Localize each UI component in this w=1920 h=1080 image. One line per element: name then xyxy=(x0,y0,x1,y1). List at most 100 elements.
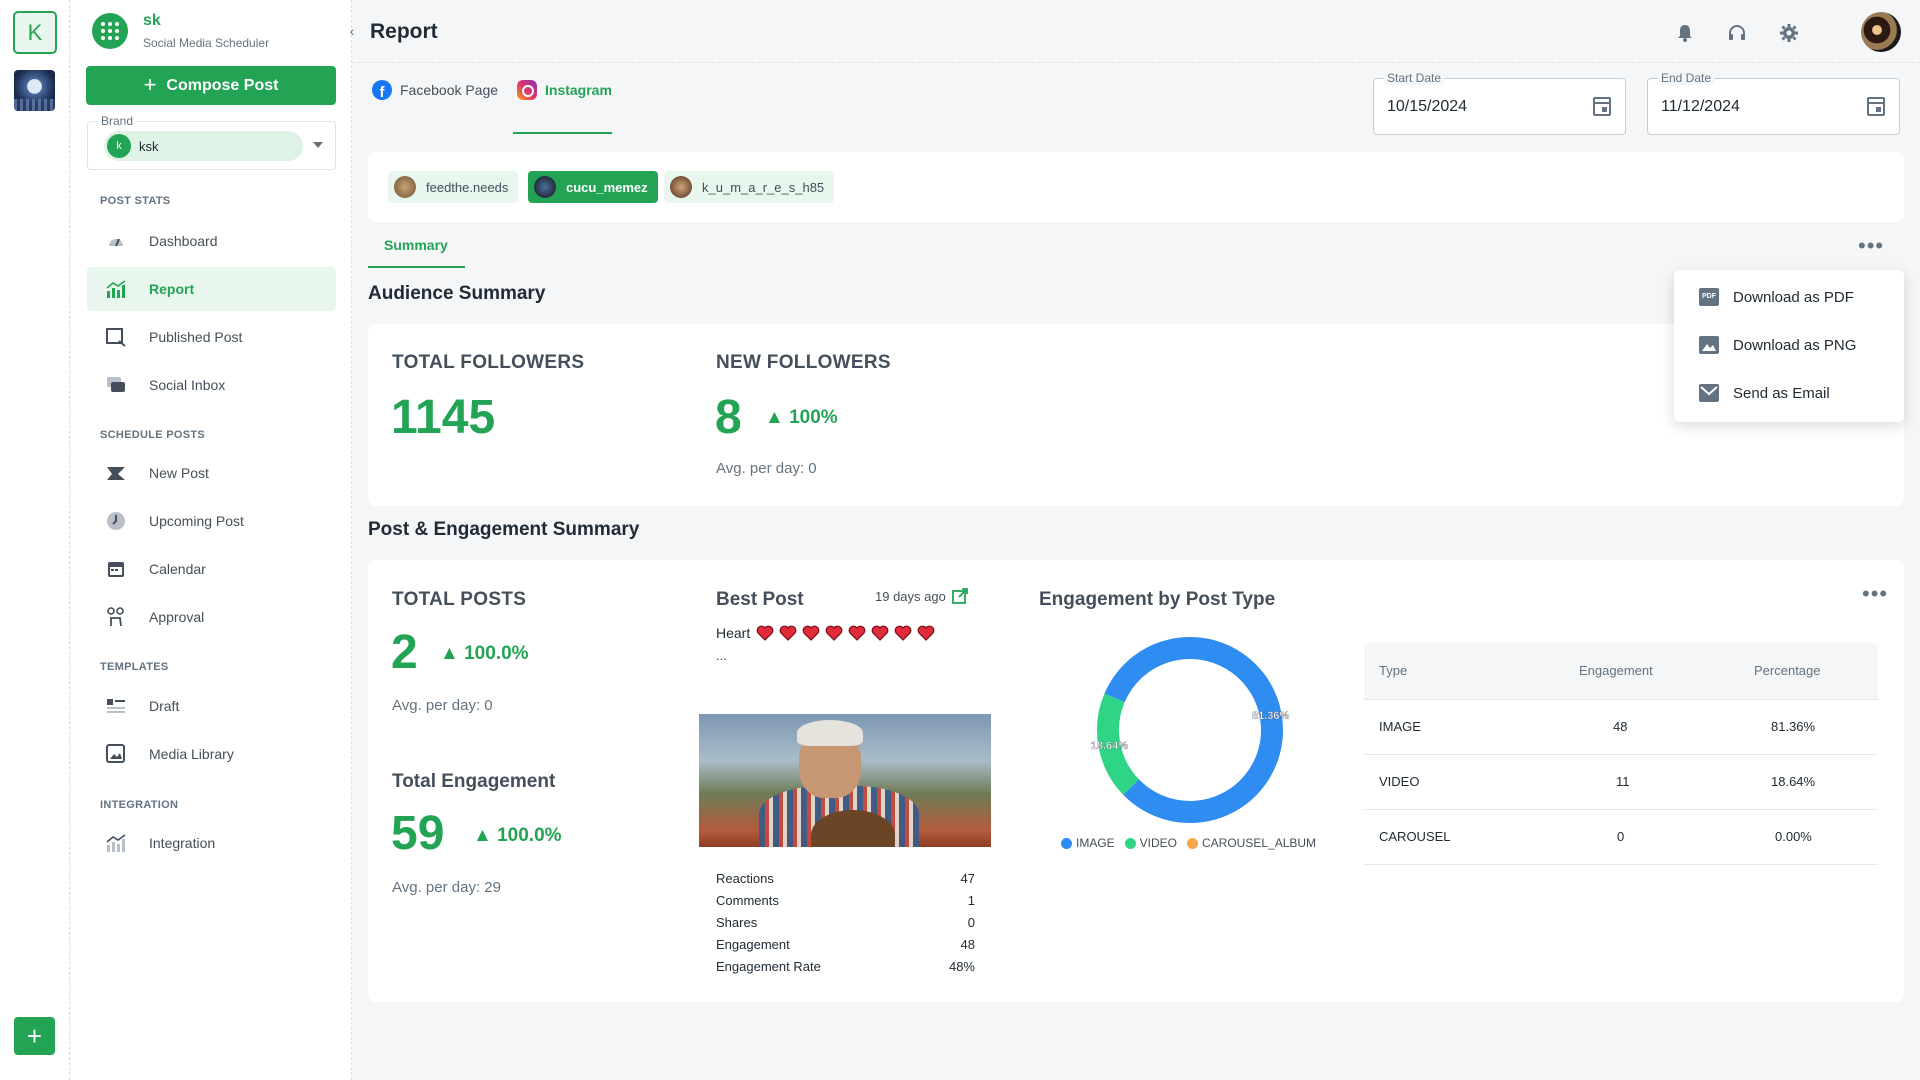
tab-facebook-page[interactable]: f Facebook Page xyxy=(372,80,498,100)
brand-select[interactable]: Brand k ksk xyxy=(87,114,336,170)
image-icon xyxy=(1699,336,1719,354)
start-date-value: 10/15/2024 xyxy=(1387,98,1468,115)
legend-item-carousel_album[interactable]: CAROUSEL_ALBUM xyxy=(1187,836,1316,850)
col-type: Type xyxy=(1379,663,1408,678)
workspace-switch-k[interactable]: K xyxy=(13,11,57,54)
row-divider xyxy=(1364,864,1878,865)
sidebar-item-label: Report xyxy=(149,281,195,297)
headset-support-icon[interactable] xyxy=(1726,22,1748,44)
sidebar-item-calendar[interactable]: Calendar xyxy=(87,547,336,591)
total-posts-change: ▲ 100.0% xyxy=(440,643,529,664)
tab-label: Instagram xyxy=(545,82,612,98)
add-workspace-button[interactable]: + xyxy=(14,1017,55,1055)
compose-post-button[interactable]: + Compose Post xyxy=(86,66,336,105)
chart-legend: IMAGE VIDEO CAROUSEL_ALBUM xyxy=(1061,836,1316,850)
external-link-icon[interactable] xyxy=(951,588,968,604)
end-date-field[interactable]: End Date 11/12/2024 xyxy=(1647,71,1900,135)
more-options-icon[interactable]: ••• xyxy=(1858,233,1885,258)
gear-icon[interactable] xyxy=(1778,22,1800,44)
workspace-avatar[interactable] xyxy=(14,70,55,111)
heart-emoji-icon xyxy=(917,625,935,642)
total-engagement-change: ▲ 100.0% xyxy=(473,825,562,846)
sidebar-item-upcoming-post[interactable]: Upcoming Post xyxy=(87,499,336,543)
account-avatar xyxy=(394,176,416,198)
draft-lines-icon xyxy=(105,695,127,717)
sidebar-item-dashboard[interactable]: Dashboard xyxy=(87,219,336,263)
legend-dot xyxy=(1061,837,1072,849)
heart-emoji-icon xyxy=(894,625,912,642)
table-header xyxy=(1364,643,1878,700)
legend-item-video[interactable]: VIDEO xyxy=(1124,836,1177,850)
best-post-age: 19 days ago xyxy=(875,588,968,604)
brand-chip[interactable]: k ksk xyxy=(104,131,303,161)
sidebar-item-new-post[interactable]: New Post xyxy=(87,451,336,495)
sidebar-item-label: Dashboard xyxy=(149,233,218,249)
stat-value: 1 xyxy=(967,893,975,908)
download-png-menu-item[interactable]: Download as PNG xyxy=(1699,336,1856,354)
plus-icon: + xyxy=(143,71,157,97)
sidebar-item-published-post[interactable]: Published Post xyxy=(87,315,336,359)
start-date-field[interactable]: Start Date 10/15/2024 xyxy=(1373,71,1626,135)
account-name: k_u_m_a_r_e_s_h85 xyxy=(702,179,825,195)
donut-slice-image[interactable] xyxy=(1082,622,1297,837)
heart-emoji-icon xyxy=(848,625,866,642)
chart-options-icon[interactable]: ••• xyxy=(1862,581,1889,606)
best-post-stat-engagement: Engagement 48 xyxy=(716,937,975,952)
heart-emoji-icon xyxy=(779,625,797,642)
slice-label: 81.36% xyxy=(1252,710,1290,722)
account-chip-kumaresh[interactable]: k_u_m_a_r_e_s_h85 xyxy=(664,171,835,203)
best-post-stat-comments: Comments 1 xyxy=(716,893,975,908)
header-divider xyxy=(352,62,1920,63)
total-posts-value: 2 xyxy=(391,626,418,679)
menu-label: Download as PDF xyxy=(1733,288,1854,306)
legend-item-image[interactable]: IMAGE xyxy=(1061,836,1115,850)
tab-summary[interactable]: Summary xyxy=(384,237,448,253)
brand-avatar: k xyxy=(107,134,131,158)
send-plane-icon xyxy=(105,462,127,484)
page-title: Report xyxy=(370,20,438,43)
sidebar-item-approval[interactable]: Approval xyxy=(87,595,336,639)
bell-icon[interactable] xyxy=(1674,22,1696,44)
collapse-sidebar-chevron-icon[interactable]: ‹ xyxy=(349,23,355,39)
cell-engagement: 0 xyxy=(1617,829,1625,844)
sidebar-item-label: New Post xyxy=(149,465,209,481)
audience-summary-title: Audience Summary xyxy=(368,283,546,304)
heart-emoji-icon xyxy=(756,625,774,642)
app-name: sk xyxy=(143,12,161,29)
engagement-donut-chart: 81.36% 18.64% xyxy=(1082,622,1297,837)
sidebar-item-report[interactable]: Report xyxy=(87,267,336,311)
media-image-icon xyxy=(105,743,127,765)
send-email-menu-item[interactable]: Send as Email xyxy=(1699,384,1830,402)
integration-chart-icon xyxy=(105,832,127,854)
sidebar-item-draft[interactable]: Draft xyxy=(87,684,336,728)
stat-value: 0 xyxy=(967,915,975,930)
instagram-icon xyxy=(517,80,537,100)
cell-engagement: 11 xyxy=(1616,774,1630,789)
pdf-icon: PDF xyxy=(1699,288,1719,306)
stat-label: Reactions xyxy=(716,871,774,886)
image-hair xyxy=(797,720,863,746)
start-date-label: Start Date xyxy=(1384,71,1445,85)
sidebar-item-label: Approval xyxy=(149,609,205,625)
image-dog xyxy=(811,810,895,847)
tab-instagram[interactable]: Instagram xyxy=(517,80,612,100)
account-chip-cucu-memez[interactable]: cucu_memez xyxy=(528,171,658,203)
account-chip-feedthe-needs[interactable]: feedthe.needs xyxy=(388,171,519,203)
sidebar-item-label: Calendar xyxy=(149,561,206,577)
best-post-image[interactable] xyxy=(699,714,991,847)
calendar-icon[interactable] xyxy=(1593,97,1611,116)
row-divider xyxy=(1364,699,1878,700)
app-subtitle: Social Media Scheduler xyxy=(143,36,270,50)
donut-slice-video[interactable] xyxy=(1085,693,1161,795)
sidebar-item-media-library[interactable]: Media Library xyxy=(87,732,336,776)
best-post-stat-reactions: Reactions 47 xyxy=(716,871,975,886)
sidebar-item-integration[interactable]: Integration xyxy=(87,821,336,865)
stat-value: 47 xyxy=(960,871,975,886)
cell-engagement: 48 xyxy=(1613,719,1628,734)
section-integration: INTEGRATION xyxy=(100,799,179,811)
user-avatar[interactable] xyxy=(1861,12,1901,52)
cell-percentage: 0.00% xyxy=(1775,829,1812,844)
download-pdf-menu-item[interactable]: PDF Download as PDF xyxy=(1699,288,1854,306)
sidebar-item-social-inbox[interactable]: Social Inbox xyxy=(87,363,336,407)
calendar-icon[interactable] xyxy=(1867,97,1885,116)
